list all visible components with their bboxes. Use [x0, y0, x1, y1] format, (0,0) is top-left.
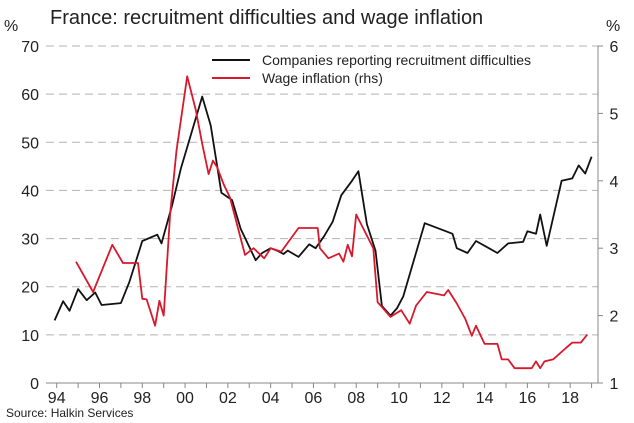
- chart-title: France: recruitment difficulties and wag…: [50, 7, 483, 29]
- right-tick-label: 5: [610, 106, 619, 123]
- series-lines: [53, 75, 593, 370]
- left-tick-label: 10: [21, 328, 39, 345]
- x-tick-label: 06: [305, 390, 323, 407]
- legend-label-wage-inflation: Wage inflation (rhs): [262, 70, 383, 86]
- legend-label-recruitment: Companies reporting recruitment difficul…: [262, 52, 531, 68]
- left-tick-label: 50: [21, 135, 39, 152]
- left-tick-label: 0: [30, 376, 39, 393]
- x-tick-label: 08: [347, 390, 365, 407]
- right-tick-label: 1: [610, 376, 619, 393]
- x-tick-label: 12: [433, 390, 451, 407]
- x-tick-label: 10: [390, 390, 408, 407]
- axes: [46, 46, 599, 384]
- right-tick-label: 2: [610, 309, 619, 326]
- x-tick-label: 16: [518, 390, 536, 407]
- legend: Companies reporting recruitment difficul…: [212, 52, 531, 86]
- right-tick-label: 3: [610, 241, 619, 258]
- right-axis-ticks: 1 2 3 4 5 6: [598, 39, 619, 393]
- left-axis-ticks: 0 10 20 30 40 50 60 70: [21, 39, 39, 393]
- left-tick-label: 30: [21, 232, 39, 249]
- right-axis-unit: %: [606, 18, 620, 35]
- x-tick-label: 94: [48, 390, 66, 407]
- x-tick-label: 04: [262, 390, 280, 407]
- left-tick-label: 20: [21, 280, 39, 297]
- x-axis-ticks: 94 96 98 00 02 04 06 08 10 12 14 16 18: [48, 383, 593, 407]
- x-tick-label: 96: [91, 390, 109, 407]
- left-axis-unit: %: [4, 18, 18, 35]
- x-tick-label: 18: [561, 390, 579, 407]
- right-tick-label: 6: [610, 39, 619, 56]
- x-tick-label: 00: [176, 390, 194, 407]
- source-note: Source: Halkin Services: [6, 406, 133, 420]
- series-line-wage-inflation: [75, 75, 589, 370]
- left-tick-label: 70: [21, 39, 39, 56]
- x-tick-label: 14: [476, 390, 494, 407]
- x-tick-label: 02: [219, 390, 237, 407]
- left-tick-label: 60: [21, 87, 39, 104]
- gridlines: [46, 45, 598, 336]
- left-tick-label: 40: [21, 183, 39, 200]
- series-line-recruitment: [53, 95, 593, 321]
- right-tick-label: 4: [610, 174, 619, 191]
- x-tick-label: 98: [133, 390, 151, 407]
